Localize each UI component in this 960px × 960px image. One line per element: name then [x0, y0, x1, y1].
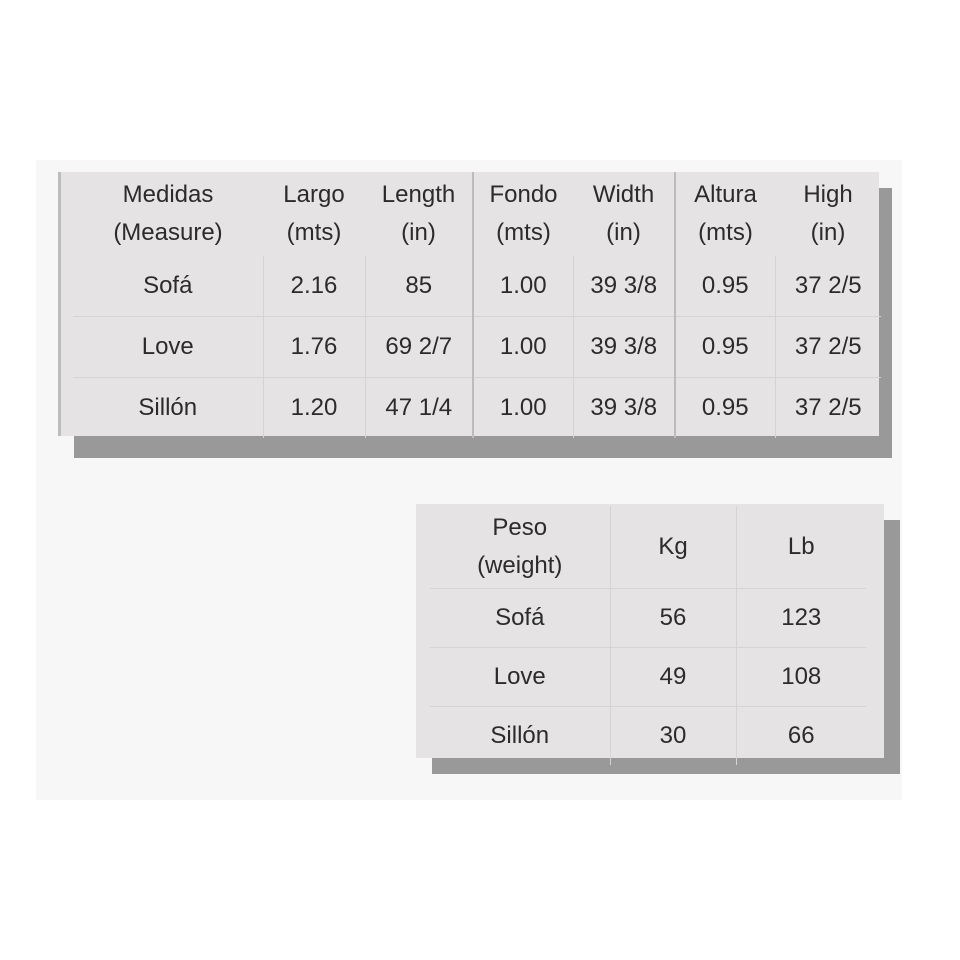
table-row: Sofá 56 123 [430, 588, 866, 648]
weight-header-row: Peso (weight) Kg Lb [430, 506, 866, 589]
measures-header-cell: Medidas (Measure) [73, 172, 263, 256]
measures-header-cell: Width (in) [573, 172, 675, 256]
header-sublabel: (weight) [477, 552, 563, 579]
header-label: Width [592, 181, 655, 208]
table-cell: 39 3/8 [572, 316, 675, 378]
table-cell: 1.00 [472, 377, 573, 438]
header-sublabel: (mts) [698, 219, 753, 246]
table-row: Love 49 108 [430, 647, 866, 707]
table-cell: 1.76 [262, 316, 365, 378]
header-label: Medidas [122, 181, 214, 208]
measures-header-cell: Fondo (mts) [472, 172, 573, 256]
product-name-cell: Love [73, 316, 263, 378]
header-label: Peso [492, 514, 548, 541]
table-cell: 1.00 [472, 256, 573, 317]
table-cell: 37 2/5 [774, 316, 881, 378]
measures-card: Medidas (Measure) Largo (mts) Length (in… [58, 172, 881, 438]
table-row: Sillón 30 66 [430, 706, 866, 765]
header-sublabel: (in) [401, 219, 436, 246]
header-label: Length [381, 181, 456, 208]
weight-card: Peso (weight) Kg Lb Sofá 56 123 Love 49 … [416, 504, 884, 765]
header-sublabel: (mts) [496, 219, 551, 246]
table-cell: 85 [364, 256, 473, 317]
table-cell: 1.00 [472, 316, 573, 378]
product-name-cell: Love [430, 647, 610, 707]
product-name-cell: Sillón [73, 377, 263, 438]
header-sublabel: (Measure) [113, 219, 223, 246]
table-cell: 37 2/5 [774, 256, 881, 317]
header-sublabel: (mts) [286, 219, 342, 246]
header-label: Largo [283, 181, 345, 208]
table-cell: 108 [735, 647, 866, 707]
header-label: Fondo [489, 181, 558, 208]
measures-header-cell: Altura (mts) [674, 172, 775, 256]
table-cell: 0.95 [674, 256, 775, 317]
table-cell: 47 1/4 [364, 377, 473, 438]
table-cell: 123 [735, 588, 866, 648]
product-name-cell: Sofá [143, 272, 193, 299]
measures-table: Medidas (Measure) Largo (mts) Length (in… [73, 172, 881, 438]
header-sublabel: (in) [810, 219, 846, 246]
table-cell: 30 [609, 706, 736, 765]
table-cell: 0.95 [674, 377, 775, 438]
table-row: Love 1.76 69 2/7 1.00 39 3/8 0.95 37 2/5 [73, 316, 881, 378]
product-name-cell: Sofá [430, 588, 610, 648]
table-cell: 2.16 [262, 256, 365, 317]
table-cell: 66 [735, 706, 866, 765]
weight-header-cell: Peso (weight) [430, 506, 610, 589]
table-row: Sofá 2.16 85 1.00 39 3/8 0.95 37 2/5 [73, 256, 881, 317]
measures-header-cell: Largo (mts) [263, 172, 365, 256]
table-cell: 39 3/8 [572, 377, 675, 438]
header-label: Altura [694, 181, 757, 208]
weight-table: Peso (weight) Kg Lb Sofá 56 123 Love 49 … [430, 506, 866, 765]
table-cell: 39 3/8 [572, 256, 675, 317]
table-cell: 0.95 [674, 316, 775, 378]
header-sublabel: (in) [606, 219, 641, 246]
weight-header-cell: Kg [609, 506, 736, 589]
weight-header-cell: Lb [735, 506, 866, 589]
measures-header-row: Medidas (Measure) Largo (mts) Length (in… [73, 172, 881, 256]
measures-header-cell: High (in) [775, 172, 881, 256]
table-cell: 49 [609, 647, 736, 707]
table-cell: 56 [609, 588, 736, 648]
product-name-cell: Sillón [430, 706, 610, 765]
measures-header-cell: Length (in) [365, 172, 473, 256]
table-cell: 69 2/7 [364, 316, 473, 378]
table-cell: 37 2/5 [774, 377, 881, 438]
header-label: High [803, 181, 853, 208]
table-row: Sillón 1.20 47 1/4 1.00 39 3/8 0.95 37 2… [73, 377, 881, 438]
table-cell: 1.20 [262, 377, 365, 438]
